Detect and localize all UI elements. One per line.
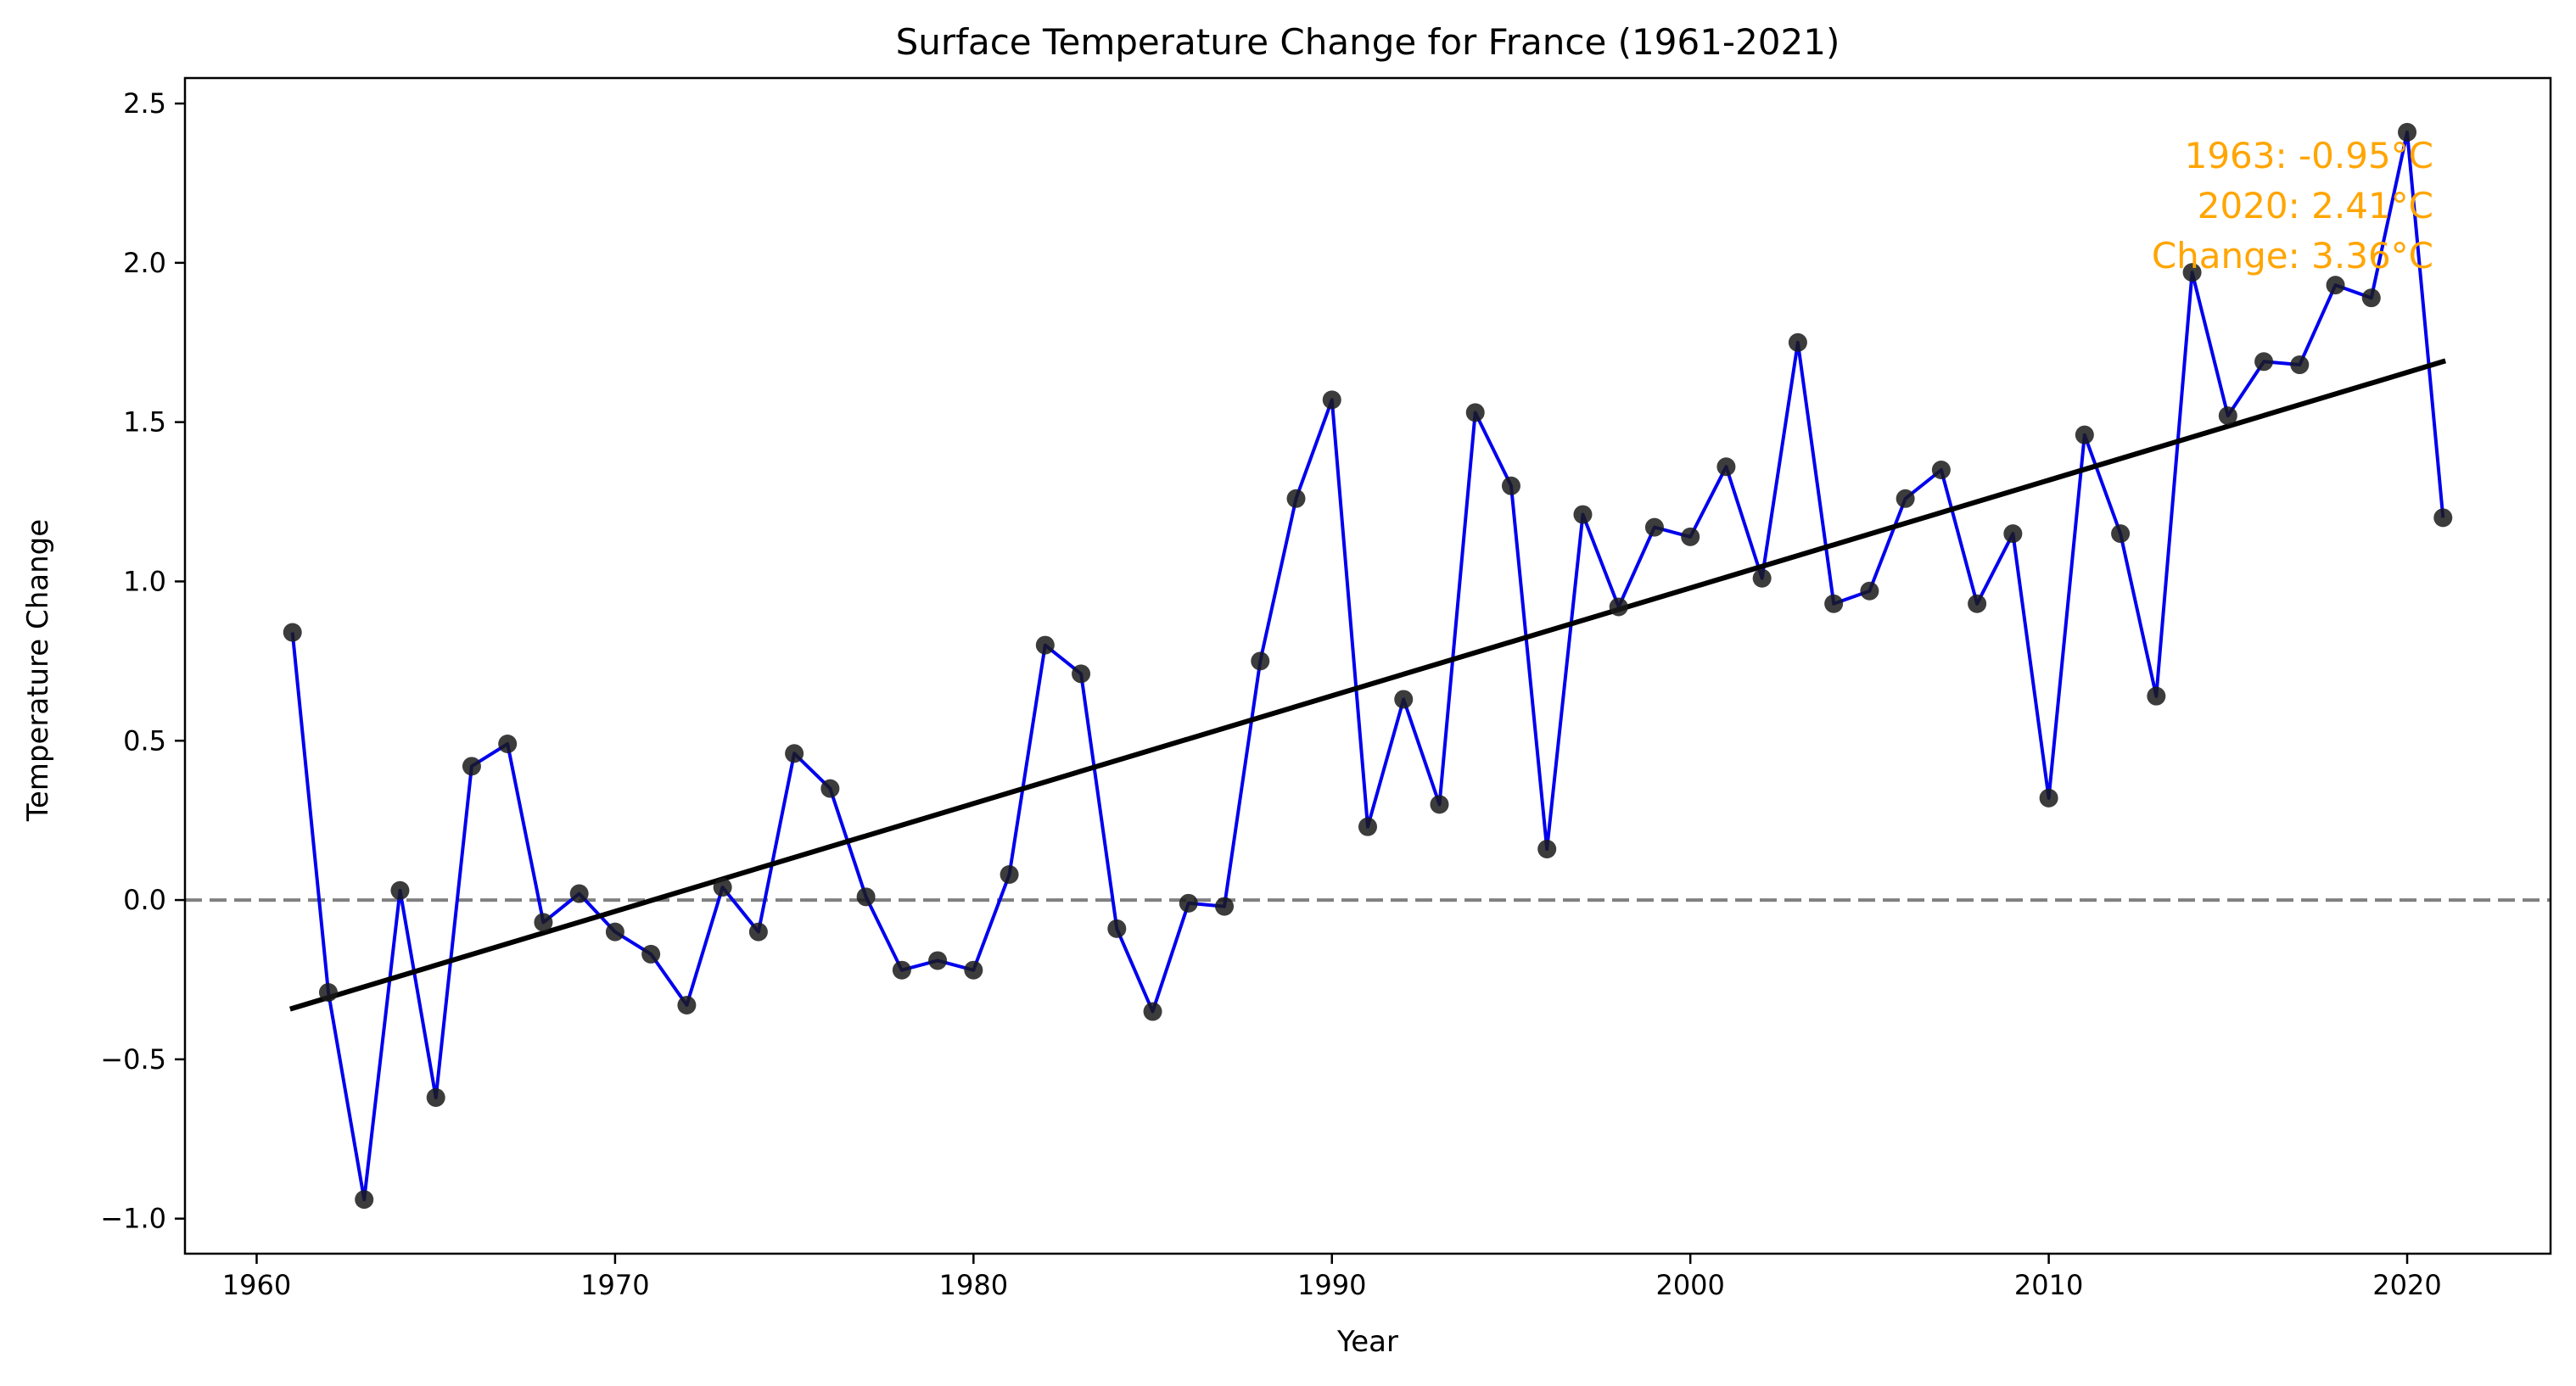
data-point bbox=[2182, 263, 2202, 282]
data-point bbox=[2111, 524, 2131, 544]
data-point bbox=[1752, 568, 1772, 588]
data-point bbox=[2075, 425, 2094, 444]
data-point bbox=[1968, 594, 1987, 613]
data-point bbox=[1644, 517, 1664, 537]
data-point bbox=[355, 1190, 374, 1210]
annotation-line: Change: 3.36°C bbox=[2152, 235, 2433, 277]
data-point bbox=[1681, 527, 1700, 546]
data-point bbox=[1537, 839, 1557, 858]
data-point bbox=[1000, 865, 1019, 885]
y-tick-label: −1.0 bbox=[100, 1203, 166, 1235]
data-point bbox=[1215, 897, 1235, 916]
data-point bbox=[1179, 893, 1198, 913]
data-point bbox=[785, 744, 804, 763]
data-point bbox=[2361, 288, 2381, 308]
data-point bbox=[2433, 508, 2453, 528]
data-point bbox=[713, 878, 732, 897]
annotation-box: 1963: -0.95°C 2020: 2.41°C Change: 3.36°C bbox=[2152, 135, 2433, 277]
plot-inner bbox=[185, 122, 2551, 1210]
data-point bbox=[1824, 594, 1844, 613]
axes-frame bbox=[183, 76, 2552, 1255]
data-point bbox=[2398, 122, 2417, 142]
y-tick-label: 1.5 bbox=[123, 406, 166, 439]
data-point bbox=[1931, 461, 1951, 479]
data-point bbox=[2326, 276, 2345, 295]
data-point bbox=[856, 887, 876, 907]
data-point bbox=[2254, 352, 2274, 372]
data-point bbox=[820, 779, 840, 798]
x-tick-label: 2000 bbox=[1655, 1269, 1724, 1301]
y-tick-label: 2.5 bbox=[123, 87, 166, 120]
data-point bbox=[1358, 817, 1377, 836]
y-tick-label: 1.0 bbox=[123, 565, 166, 597]
x-tick-label: 2020 bbox=[2372, 1269, 2441, 1301]
data-point bbox=[569, 884, 589, 903]
data-point bbox=[1860, 581, 1879, 601]
x-axis-label: Year bbox=[1336, 1325, 1398, 1359]
data-point bbox=[2039, 788, 2058, 808]
data-point bbox=[2290, 355, 2310, 375]
plot-area bbox=[185, 122, 2551, 1210]
y-tick-label: 0.5 bbox=[123, 724, 166, 757]
data-point bbox=[605, 922, 624, 942]
data-point bbox=[2147, 686, 2166, 706]
data-point bbox=[1322, 390, 1341, 410]
data-point bbox=[1716, 457, 1736, 477]
data-point bbox=[1573, 505, 1593, 524]
data-point bbox=[1465, 403, 1485, 422]
data-point bbox=[1501, 476, 1520, 495]
data-point bbox=[283, 623, 302, 642]
data-point bbox=[1035, 635, 1055, 655]
data-point bbox=[462, 757, 481, 776]
data-point bbox=[2003, 524, 2023, 544]
data-point bbox=[1430, 795, 1449, 814]
data-point bbox=[318, 983, 338, 1002]
trend-line bbox=[288, 358, 2447, 1012]
x-tick-label: 1960 bbox=[222, 1269, 291, 1301]
x-tick-label: 2010 bbox=[2014, 1269, 2083, 1301]
data-point bbox=[426, 1087, 445, 1107]
annotation-line: 2020: 2.41°C bbox=[2198, 185, 2433, 226]
data-point bbox=[1143, 1002, 1162, 1021]
data-point bbox=[1896, 489, 1915, 508]
data-point bbox=[641, 944, 661, 964]
chart-title: Surface Temperature Change for France (1… bbox=[896, 21, 1840, 63]
x-tick-label: 1980 bbox=[939, 1269, 1008, 1301]
data-point bbox=[1286, 489, 1306, 508]
y-tick-label: 0.0 bbox=[123, 884, 166, 916]
x-tick-label: 1970 bbox=[580, 1269, 649, 1301]
axes: 1960 1970 1980 1990 2000 2010 2020 −1.0 −0.5 0.0 0… bbox=[100, 76, 2552, 1301]
data-point bbox=[390, 880, 410, 900]
x-tick-label: 1990 bbox=[1297, 1269, 1366, 1301]
data-point bbox=[964, 960, 983, 980]
data-point bbox=[1072, 664, 1091, 684]
data-point bbox=[2218, 406, 2237, 426]
y-axis-label: Temperature Change bbox=[21, 519, 55, 822]
data-point bbox=[1788, 333, 1807, 352]
data-point bbox=[677, 996, 697, 1015]
data-point bbox=[748, 922, 768, 942]
data-point bbox=[534, 913, 553, 932]
data-point bbox=[1609, 597, 1628, 617]
data-point bbox=[928, 951, 948, 970]
data-point bbox=[892, 960, 911, 980]
annotation-line: 1963: -0.95°C bbox=[2185, 135, 2433, 176]
data-point bbox=[498, 735, 518, 754]
y-tick-label: −0.5 bbox=[100, 1043, 166, 1076]
data-point bbox=[1107, 919, 1127, 938]
y-tick-label: 2.0 bbox=[123, 247, 166, 279]
data-point bbox=[1251, 651, 1270, 671]
data-point bbox=[1394, 690, 1414, 709]
